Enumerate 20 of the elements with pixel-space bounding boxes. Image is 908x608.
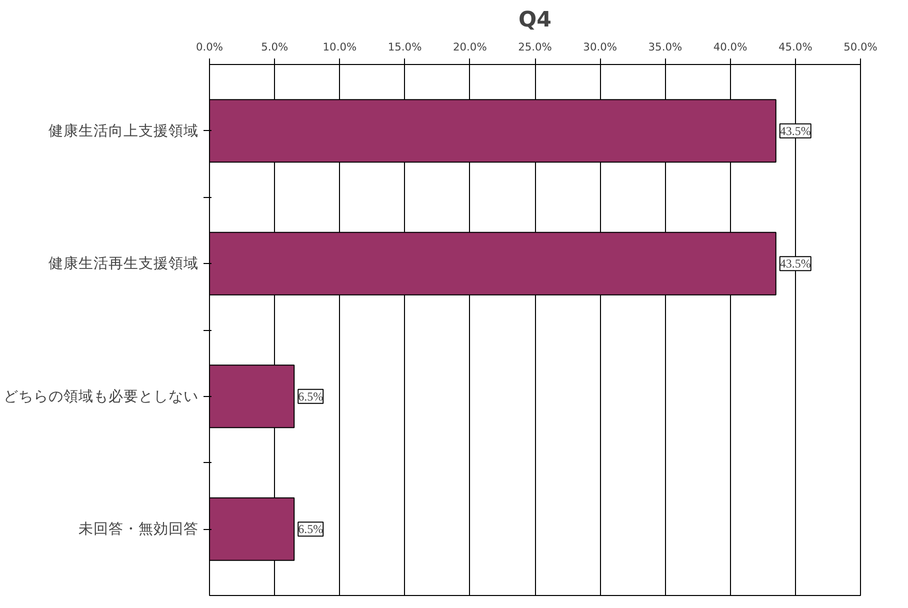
x-tick-label: 45.0% (778, 40, 812, 54)
data-label: 43.5% (780, 124, 811, 138)
y-tick-label: どちらの領域も必要としない (4, 388, 198, 405)
data-label: 6.5% (298, 389, 324, 404)
x-tick-label: 50.0% (844, 40, 878, 54)
x-tick-label: 5.0% (261, 40, 288, 54)
x-tick-label: 40.0% (713, 40, 748, 54)
y-tick-label: 未回答・無効回答 (78, 520, 198, 538)
chart-title: Q4 (518, 8, 552, 32)
data-label: 6.5% (298, 522, 324, 536)
y-tick-label: 健康生活向上支援領域 (48, 122, 198, 140)
x-tick-label: 15.0% (388, 40, 422, 54)
data-label: 43.5% (780, 256, 811, 271)
x-tick-label: 30.0% (583, 40, 618, 54)
x-tick-label: 10.0% (322, 40, 357, 54)
y-tick-label: 健康生活再生支援領域 (48, 255, 198, 272)
x-tick-label: 20.0% (452, 40, 487, 54)
x-tick-label: 25.0% (518, 40, 552, 54)
x-tick-label: 35.0% (648, 40, 682, 54)
x-tick-label: 0.0% (196, 40, 224, 54)
